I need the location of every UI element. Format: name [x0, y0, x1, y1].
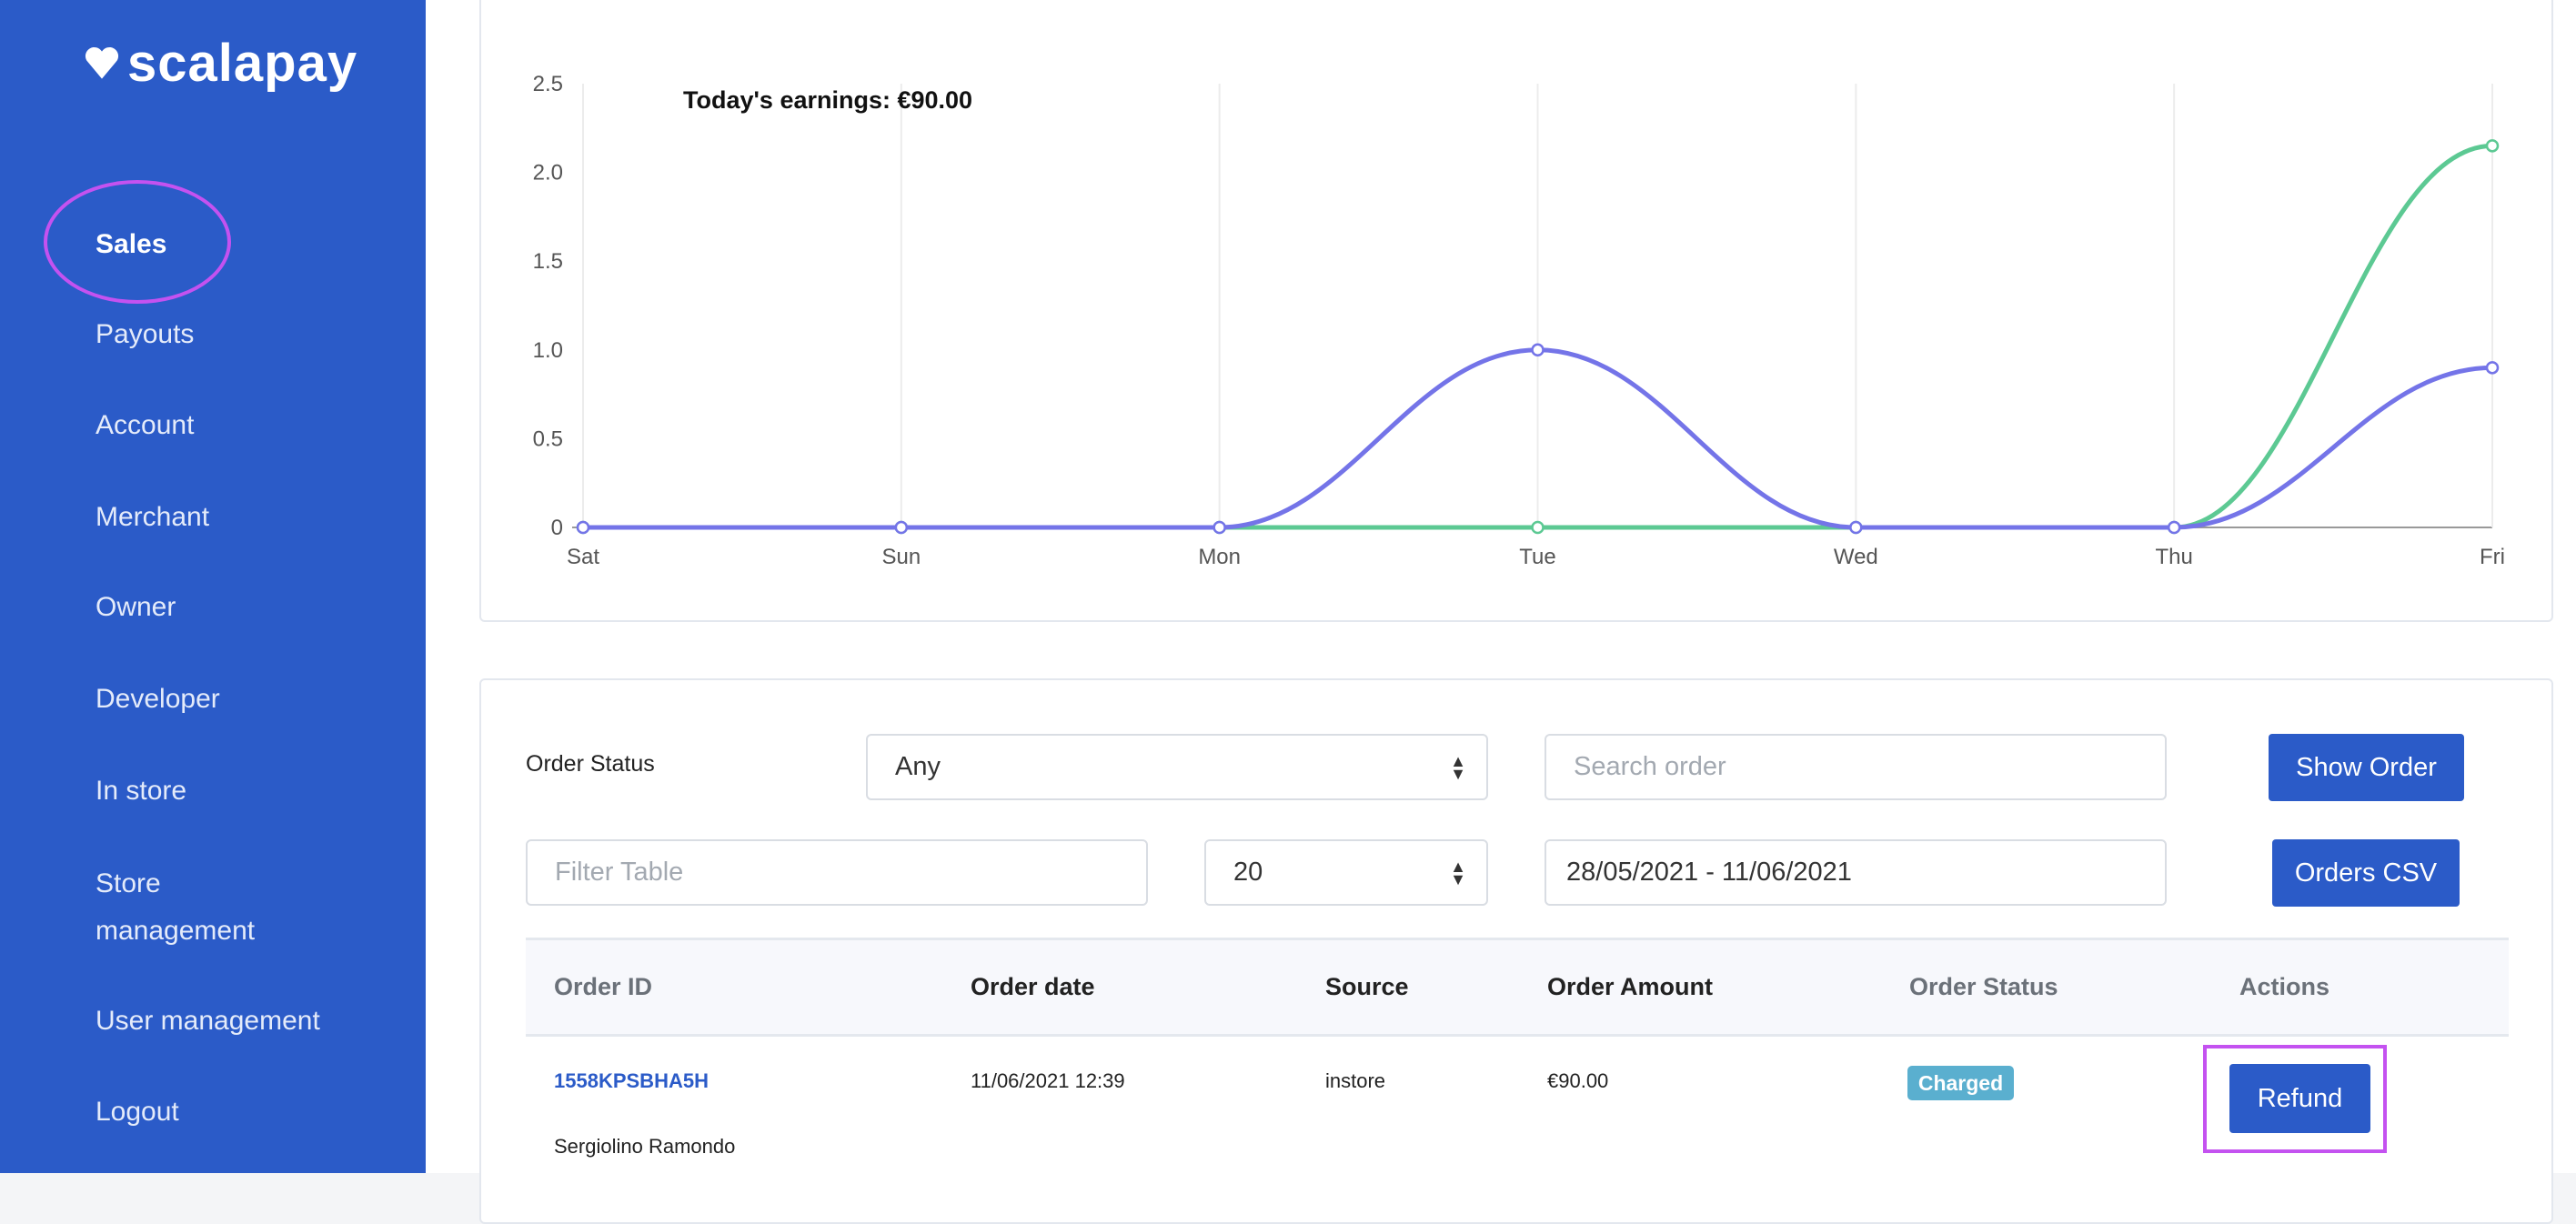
date-range-value: 28/05/2021 - 11/06/2021	[1566, 858, 1852, 887]
sidebar: scalapay Sales Payouts Account Merchant …	[0, 0, 426, 1173]
data-point-purple[interactable]	[2167, 520, 2181, 535]
data-point-purple[interactable]	[2485, 361, 2500, 375]
x-tick-label: Tue	[1519, 545, 1555, 569]
order-date: 11/06/2021 12:39	[971, 1069, 1125, 1092]
filter-table-input[interactable]: Filter Table	[526, 839, 1148, 906]
sidebar-item-store-management[interactable]: Store management	[96, 868, 256, 946]
order-status-select[interactable]: Any ▲ ▼	[866, 734, 1488, 800]
x-tick-label: Sat	[567, 545, 599, 569]
y-tick-label: 0.5	[533, 426, 563, 451]
show-order-button[interactable]: Show Order	[2269, 734, 2464, 801]
data-point-purple[interactable]	[1849, 520, 1863, 535]
sidebar-item-payouts[interactable]: Payouts	[96, 319, 195, 349]
data-point-purple[interactable]	[894, 520, 909, 535]
brand-name: scalapay	[127, 34, 358, 93]
order-id-link[interactable]: 1558KPSBHA5H	[554, 1069, 709, 1092]
header-actions: Actions	[2239, 973, 2330, 1000]
order-status-label: Order Status	[526, 751, 655, 777]
x-tick-label: Sun	[881, 545, 921, 569]
header-order-amount[interactable]: Order Amount	[1547, 973, 1713, 1000]
refund-button[interactable]: Refund	[2229, 1064, 2370, 1133]
sidebar-item-owner[interactable]: Owner	[96, 592, 176, 622]
order-amount: €90.00	[1547, 1069, 1609, 1092]
status-badge: Charged	[1907, 1066, 2014, 1100]
search-order-placeholder: Search order	[1574, 752, 1726, 781]
filter-table-placeholder: Filter Table	[555, 858, 684, 887]
page-size-value: 20	[1233, 858, 1263, 887]
page-size-select[interactable]: 20 ▲ ▼	[1204, 839, 1488, 906]
earnings-line-chart: 2.5 2.0 1.5 1.0 0.5 0 Fri Thu Wed Tue Mon Sun Sat Tod…	[533, 72, 2505, 569]
sidebar-item-sales[interactable]: Sales	[96, 229, 167, 259]
y-tick-label: 2.5	[533, 72, 563, 96]
select-arrows-icon: ▲ ▼	[1450, 751, 1466, 783]
highlight-circle	[44, 180, 231, 304]
x-tick-label: Thu	[2155, 545, 2192, 569]
y-tick-label: 1.0	[533, 338, 563, 363]
y-tick-label: 0	[551, 516, 563, 540]
orders-csv-button[interactable]: Orders CSV	[2272, 839, 2460, 907]
order-source: instore	[1325, 1069, 1386, 1092]
data-point-green[interactable]	[2485, 139, 2500, 153]
sidebar-item-account[interactable]: Account	[96, 410, 195, 440]
header-source[interactable]: Source	[1325, 973, 1409, 1000]
search-order-input[interactable]: Search order	[1545, 734, 2167, 800]
heart-icon	[85, 46, 119, 79]
refund-highlight-box	[2203, 1045, 2387, 1153]
sidebar-item-merchant[interactable]: Merchant	[96, 502, 210, 532]
y-tick-label: 1.5	[533, 249, 563, 274]
table-header	[526, 938, 2509, 1037]
x-tick-label: Mon	[1198, 545, 1241, 569]
order-status-value: Any	[895, 752, 941, 781]
header-order-status: Order Status	[1909, 973, 2058, 1000]
y-tick-label: 2.0	[533, 161, 563, 186]
select-arrows-icon: ▲ ▼	[1450, 857, 1466, 888]
sidebar-item-developer[interactable]: Developer	[96, 684, 220, 714]
scalapay-logo[interactable]: scalapay	[84, 33, 357, 94]
customer-name: Sergiolino Ramondo	[554, 1135, 736, 1158]
header-order-id[interactable]: Order ID	[554, 973, 653, 1000]
data-point-purple[interactable]	[1531, 343, 1545, 357]
chart-title: Today's earnings: €90.00	[683, 86, 972, 114]
x-tick-label: Fri	[2480, 545, 2505, 569]
x-tick-label: Wed	[1834, 545, 1878, 569]
data-point-green[interactable]	[1531, 520, 1545, 535]
header-order-date[interactable]: Order date	[971, 973, 1095, 1000]
sidebar-item-in-store[interactable]: In store	[96, 776, 187, 806]
data-point-purple[interactable]	[1213, 520, 1226, 535]
date-range-input[interactable]: 28/05/2021 - 11/06/2021	[1545, 839, 2167, 906]
sidebar-item-user-management[interactable]: User management	[96, 1006, 320, 1036]
data-point-purple[interactable]	[576, 520, 590, 535]
sidebar-item-logout[interactable]: Logout	[96, 1097, 179, 1127]
